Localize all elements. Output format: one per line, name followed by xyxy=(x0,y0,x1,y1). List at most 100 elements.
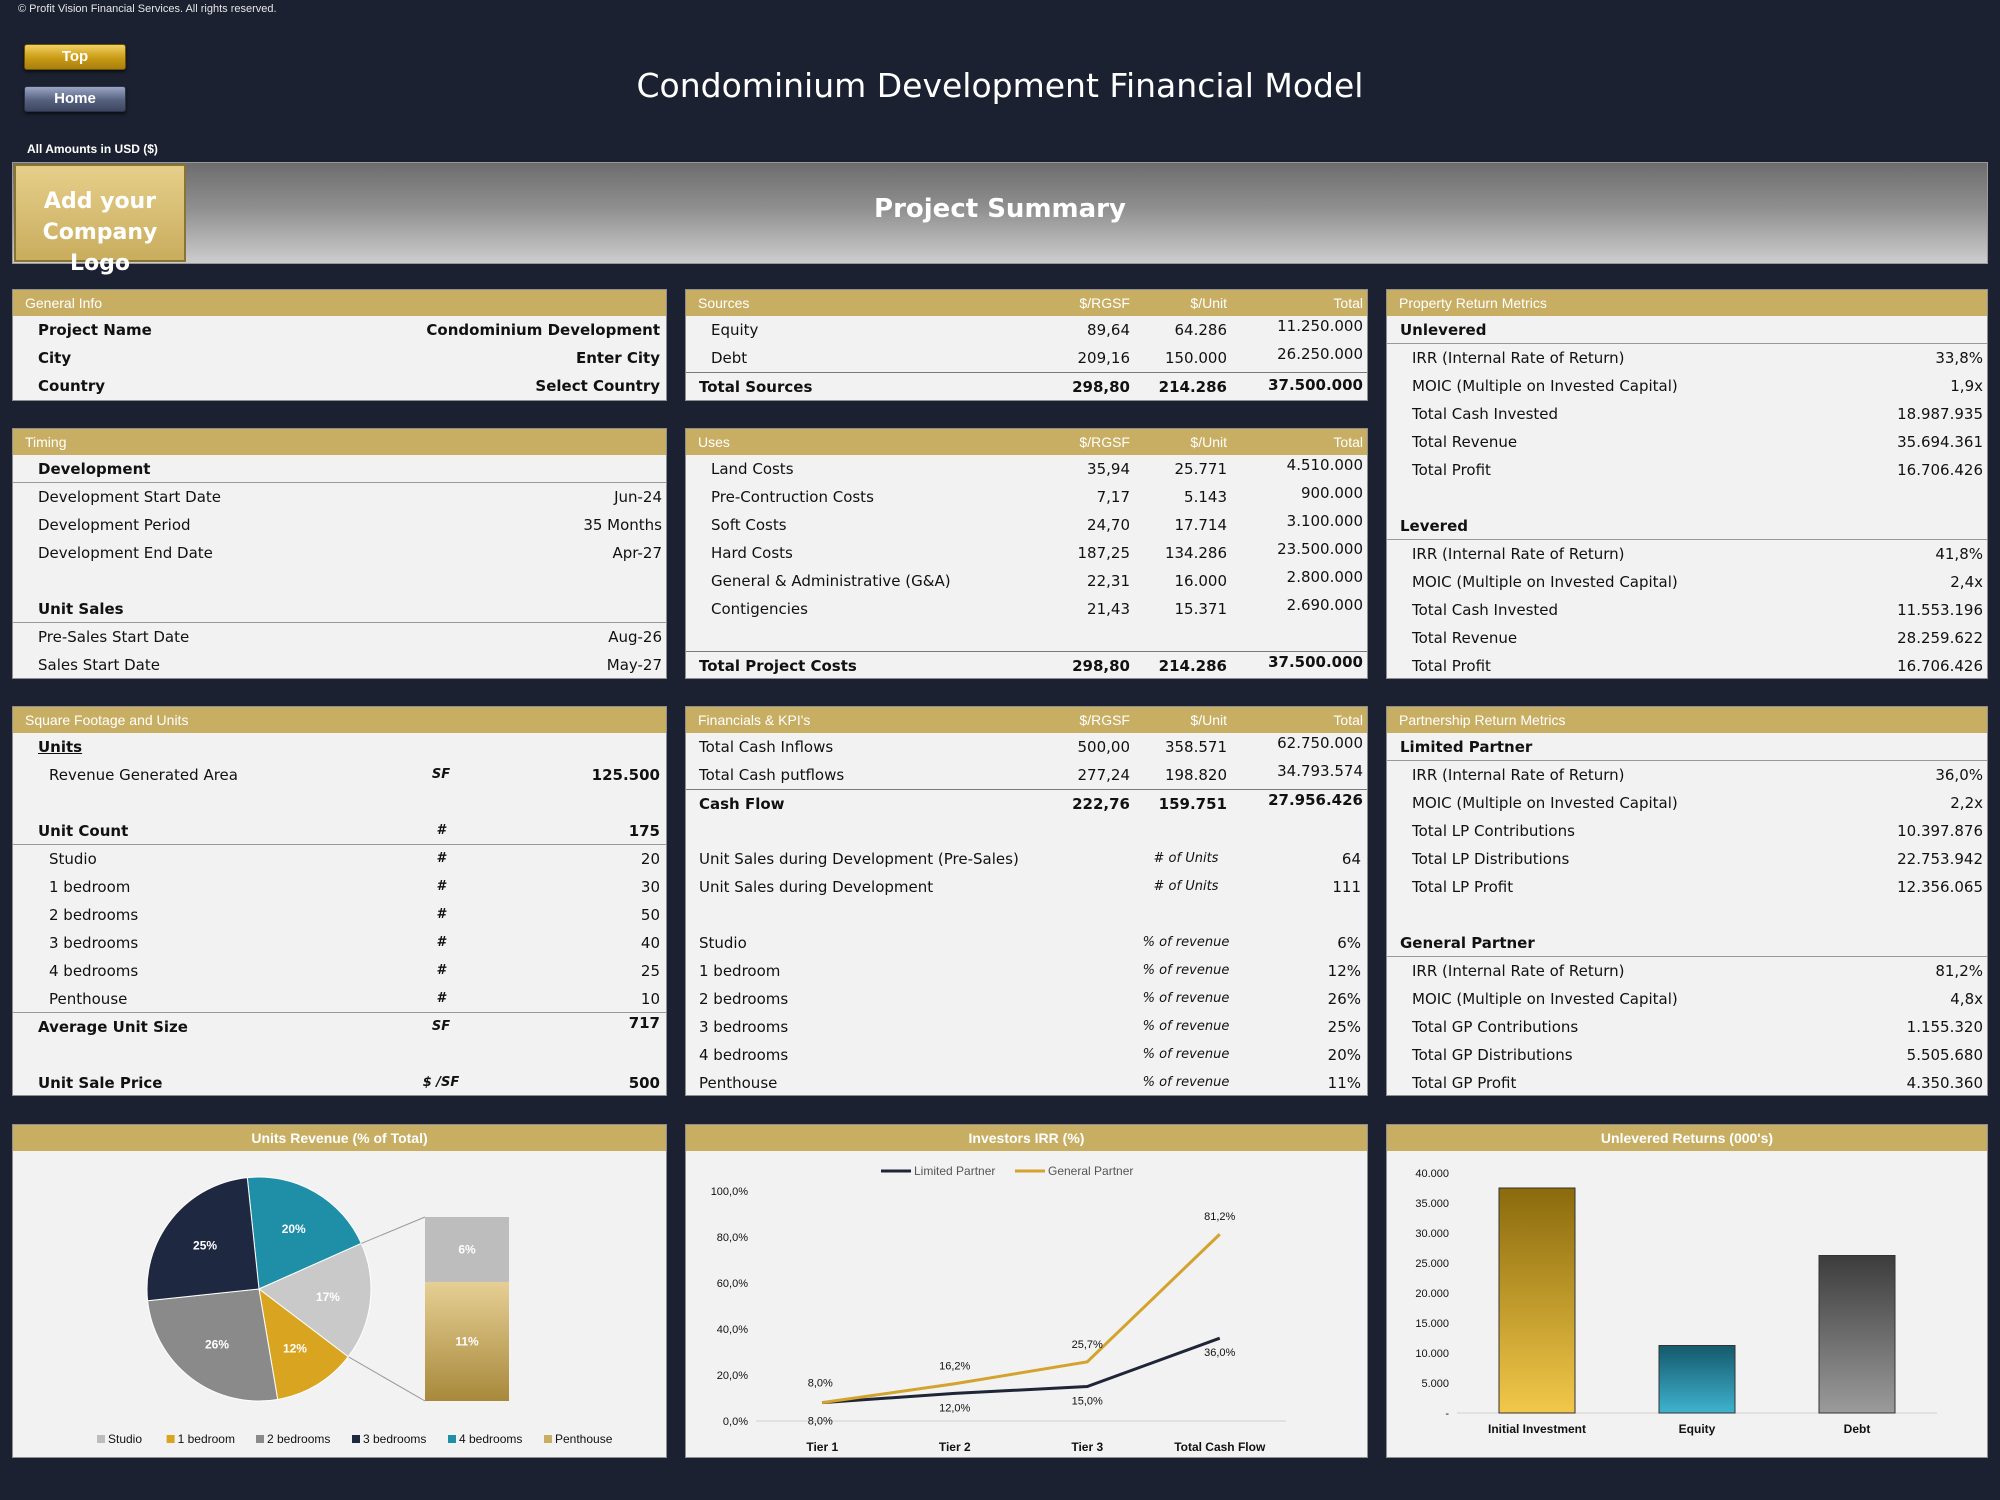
unit-row: Penthouse #10 xyxy=(13,985,666,1013)
value-unit: 159.751 xyxy=(1158,795,1227,813)
logo-line-1: Add your xyxy=(43,189,157,214)
y-tick-label: 10.000 xyxy=(1415,1348,1449,1360)
summary-title: Project Summary xyxy=(874,194,1126,224)
unit-value: 10 xyxy=(640,990,660,1008)
timing-row: Pre-Sales Start Date Aug-26 xyxy=(13,623,666,651)
home-button[interactable]: Home xyxy=(24,86,126,112)
col-unit: $/Unit xyxy=(1190,295,1227,311)
timing-value: Apr-27 xyxy=(612,544,663,562)
unit-label: Revenue Generated Area xyxy=(49,766,238,784)
metric-label: MOIC (Multiple on Invested Capital) xyxy=(1412,573,1678,591)
bar-debt xyxy=(1818,1255,1896,1414)
metric-label: Total Revenue xyxy=(1412,433,1518,451)
revenue-share-value: 20% xyxy=(1327,1046,1361,1064)
metric-value: 41,8% xyxy=(1935,545,1983,563)
unit-value: 175 xyxy=(628,822,660,840)
x-tick-label: Tier 2 xyxy=(939,1440,971,1454)
col-unit: $/Unit xyxy=(1190,434,1227,450)
top-button[interactable]: Top xyxy=(24,44,126,70)
legend-swatch xyxy=(448,1435,456,1443)
row-label: Contigencies xyxy=(711,600,808,618)
legend-item: 1 bedroom xyxy=(178,1432,235,1446)
metric-label: Total LP Profit xyxy=(1412,878,1514,896)
units-revenue-pie: 20% 17% 12% 26% 25% 6% 11% Studio 1 bedroom 2 bed… xyxy=(97,1176,613,1446)
spacer xyxy=(686,623,1367,651)
revenue-share-row: 4 bedrooms % of revenue 20% xyxy=(686,1041,1367,1069)
metric-value: 2,2x xyxy=(1950,794,1983,812)
revenue-share-label: Penthouse xyxy=(699,1074,778,1092)
pie-label: 20% xyxy=(282,1222,306,1236)
legend-swatch xyxy=(97,1435,105,1443)
row-label: General & Administrative (G&A) xyxy=(711,572,951,590)
metric-value: 1,9x xyxy=(1950,377,1983,395)
metric-value: 35.694.361 xyxy=(1897,433,1983,451)
row-label: Total Cash Inflows xyxy=(699,738,834,756)
unit-measure: SF xyxy=(431,1019,451,1034)
pie-label: 25% xyxy=(193,1238,217,1252)
metric-label: Total GP Contributions xyxy=(1412,1018,1579,1036)
value-total: 11.250.000 xyxy=(1277,317,1363,335)
legend-item: 2 bedrooms xyxy=(267,1432,330,1446)
value-rgsf: 187,25 xyxy=(1077,544,1131,562)
summary-banner xyxy=(12,162,1988,264)
metric-row: Total Revenue 28.259.622 xyxy=(1387,624,1987,652)
y-tick-label: 40.000 xyxy=(1415,1168,1449,1180)
col-rgsf: $/RGSF xyxy=(1079,712,1130,728)
company-logo-placeholder[interactable]: Add your Company Logo xyxy=(14,164,186,276)
revenue-share-row: 1 bedroom % of revenue 12% xyxy=(686,957,1367,985)
row-label: Cash Flow xyxy=(699,795,785,813)
col-total: Total xyxy=(1333,712,1363,728)
value-total: 26.250.000 xyxy=(1277,345,1363,363)
metric-row: Total Cash Invested 18.987.935 xyxy=(1387,400,1987,428)
revenue-share-label: 2 bedrooms xyxy=(699,990,789,1008)
metric-row: Total GP Profit 4.350.360 xyxy=(1387,1069,1987,1097)
metric-value: 16.706.426 xyxy=(1897,461,1983,479)
y-tick-label: 20.000 xyxy=(1415,1288,1449,1300)
metric-row: Total GP Contributions 1.155.320 xyxy=(1387,1013,1987,1041)
sources-title: Sources xyxy=(698,295,750,311)
revenue-share-unit: % of revenue xyxy=(1142,991,1230,1006)
stack-label-penthouse: 11% xyxy=(455,1334,479,1348)
units-title-row: Units xyxy=(13,733,666,761)
metric-row: IRR (Internal Rate of Return) 41,8% xyxy=(1387,540,1987,568)
row-label: Pre-Contruction Costs xyxy=(711,488,874,506)
pie-slice-3-bedrooms xyxy=(146,1177,260,1302)
unit-measure: # xyxy=(436,879,446,894)
general-value: Enter City xyxy=(576,349,660,367)
uses-panel: Uses $/RGSF $/Unit Total Land Costs 35,94… xyxy=(685,428,1368,679)
revenue-share-value: 11% xyxy=(1327,1074,1361,1092)
value-total: 34.793.574 xyxy=(1277,762,1363,780)
metric-group-label: Limited Partner xyxy=(1400,738,1533,756)
metric-row: IRR (Internal Rate of Return) 36,0% xyxy=(1387,761,1987,789)
general-label: Project Name xyxy=(38,321,152,339)
general-info-title: General Info xyxy=(25,295,103,311)
spacer xyxy=(1387,484,1987,512)
legend-swatch xyxy=(256,1435,264,1443)
metric-label: MOIC (Multiple on Invested Capital) xyxy=(1412,794,1678,812)
metric-value: 28.259.622 xyxy=(1897,629,1983,647)
general-info-header: General Info xyxy=(13,290,666,316)
metric-label: Total GP Distributions xyxy=(1412,1046,1573,1064)
unit-value: 50 xyxy=(640,906,660,924)
col-rgsf: $/RGSF xyxy=(1079,434,1130,450)
spacer xyxy=(686,817,1367,845)
col-unit: $/Unit xyxy=(1190,712,1227,728)
pie-slice-1-bedroom xyxy=(258,1287,349,1401)
metric-value: 2,4x xyxy=(1950,573,1983,591)
unit-value: 25 xyxy=(640,962,660,980)
unit-row: 3 bedrooms #40 xyxy=(13,929,666,957)
spacer xyxy=(13,567,666,595)
timing-label: Sales Start Date xyxy=(38,656,160,674)
metric-row: Total GP Distributions 5.505.680 xyxy=(1387,1041,1987,1069)
partnership-return-title: Partnership Return Metrics xyxy=(1399,712,1566,728)
value-unit: 17.714 xyxy=(1174,516,1228,534)
value-total: 37.500.000 xyxy=(1268,653,1363,671)
timing-label: Development Start Date xyxy=(38,488,222,506)
revenue-share-unit: % of revenue xyxy=(1142,1075,1230,1090)
metric-row: Total Revenue 35.694.361 xyxy=(1387,428,1987,456)
partnership-return-panel: Partnership Return Metrics Limited Partn… xyxy=(1386,706,1988,1096)
metric-row: Total Profit 16.706.426 xyxy=(1387,456,1987,484)
metric-row: Total LP Contributions 10.397.876 xyxy=(1387,817,1987,845)
timing-label: Pre-Sales Start Date xyxy=(38,628,190,646)
metric-label: Total GP Profit xyxy=(1412,1074,1517,1092)
